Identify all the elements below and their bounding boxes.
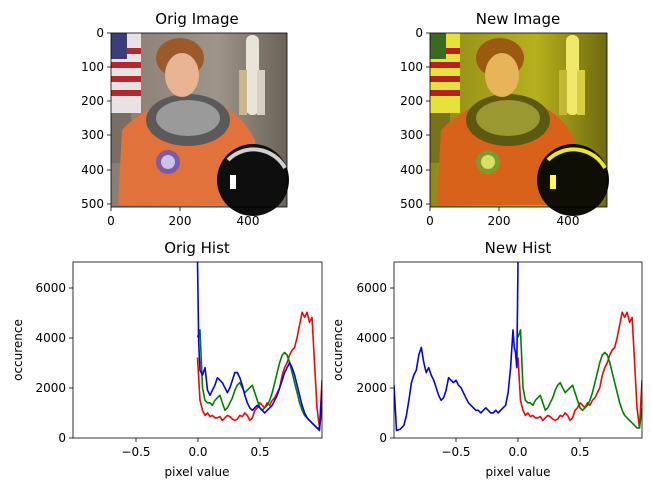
orig-hist-lines <box>196 262 322 432</box>
new-hist-ytick: 0 <box>379 431 387 445</box>
new-image-ytick: 0 <box>415 26 423 40</box>
orig-image-picture <box>111 33 289 216</box>
orig-hist-xticks: −0.5 0.0 0.5 <box>121 438 270 459</box>
orig-image-ytick: 400 <box>81 163 104 177</box>
new-image-yticks: 0 100 200 300 400 500 <box>400 26 430 211</box>
orig-image-ytick: 0 <box>96 26 104 40</box>
orig-hist-ytick: 6000 <box>35 281 66 295</box>
new-hist-ytick: 2000 <box>356 381 387 395</box>
new-hist-ytick: 4000 <box>356 331 387 345</box>
orig-hist-series-2-line <box>196 262 322 432</box>
new-hist-series-1-line <box>517 329 642 429</box>
new-image-ytick: 500 <box>400 197 423 211</box>
orig-image-ytick: 100 <box>81 60 104 74</box>
new-image-ytick: 400 <box>400 163 423 177</box>
orig-hist-xtick: −0.5 <box>121 445 150 459</box>
orig-hist-panel: Orig Hist −0.5 0.0 0.5 0 2000 4000 6000 … <box>11 239 323 479</box>
new-image-panel: New Image <box>400 10 609 228</box>
orig-hist-title: Orig Hist <box>164 239 230 257</box>
orig-hist-xtick: 0.0 <box>188 445 207 459</box>
new-hist-series-0-line <box>517 311 642 429</box>
new-hist-panel: New Hist −0.5 0.0 0.5 0 2000 4000 6000 p… <box>331 239 643 479</box>
orig-image-xtick: 200 <box>169 214 192 228</box>
new-image-ytick: 200 <box>400 94 423 108</box>
orig-hist-yticks: 0 2000 4000 6000 <box>35 281 73 445</box>
orig-hist-ytick: 4000 <box>35 331 66 345</box>
new-image-xtick: 200 <box>488 214 511 228</box>
orig-hist-ytick: 0 <box>58 431 66 445</box>
new-hist-yticks: 0 2000 4000 6000 <box>356 281 394 445</box>
orig-hist-xlabel: pixel value <box>165 465 230 479</box>
new-image-picture <box>430 33 609 216</box>
new-hist-xticks: −0.5 0.0 0.5 <box>441 438 590 459</box>
orig-hist-ylabel: occurence <box>11 319 25 381</box>
orig-image-ytick: 300 <box>81 128 104 142</box>
new-hist-ylabel: occurence <box>331 319 345 381</box>
orig-image-ytick: 200 <box>81 94 104 108</box>
orig-hist-ytick: 2000 <box>35 381 66 395</box>
orig-image-yticks: 0 100 200 300 400 500 <box>81 26 111 211</box>
orig-hist-series-0-line <box>196 311 322 429</box>
new-hist-xtick: 0.0 <box>508 445 527 459</box>
new-image-ytick: 300 <box>400 128 423 142</box>
new-hist-lines <box>394 262 642 432</box>
new-image-xtick: 0 <box>426 214 434 228</box>
orig-hist-xtick: 0.5 <box>250 445 269 459</box>
orig-image-ytick: 500 <box>81 197 104 211</box>
new-image-title: New Image <box>476 10 560 28</box>
new-hist-xtick: −0.5 <box>441 445 470 459</box>
new-hist-series-2-line <box>394 262 519 432</box>
new-hist-xtick: 0.5 <box>570 445 589 459</box>
new-image-xticks: 0 200 400 <box>426 207 579 228</box>
new-hist-xlabel: pixel value <box>486 465 551 479</box>
new-hist-title: New Hist <box>485 239 552 257</box>
orig-image-xticks: 0 200 400 <box>107 207 259 228</box>
orig-image-panel: Orig Image <box>81 10 289 228</box>
orig-image-xtick: 400 <box>237 214 260 228</box>
new-image-xtick: 400 <box>557 214 580 228</box>
orig-image-title: Orig Image <box>155 10 238 28</box>
new-hist-ytick: 6000 <box>356 281 387 295</box>
orig-image-xtick: 0 <box>107 214 115 228</box>
new-image-ytick: 100 <box>400 60 423 74</box>
